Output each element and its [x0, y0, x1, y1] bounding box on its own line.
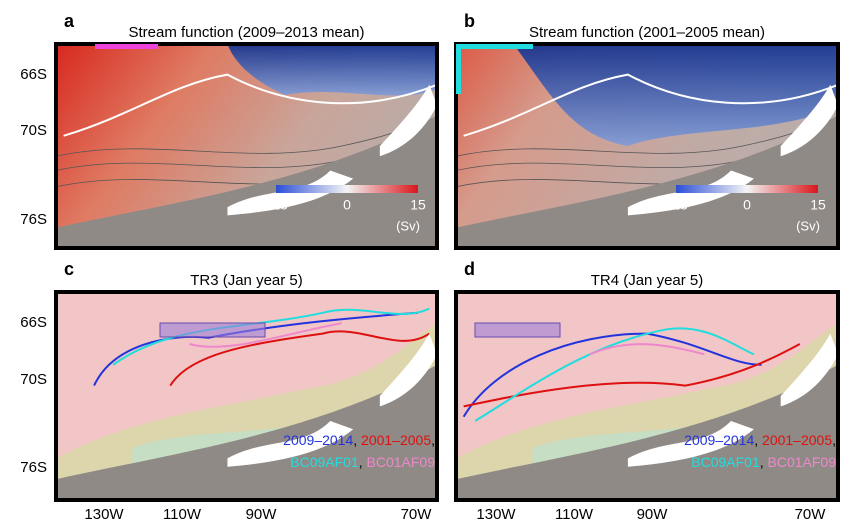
tracer-front: [589, 343, 705, 356]
colorbar-tick-label: −15: [264, 197, 288, 213]
region-box: [159, 322, 266, 338]
tracer-front: [112, 307, 430, 366]
panel-title: Stream function (2009–2013 mean): [129, 24, 365, 41]
continent: [456, 115, 838, 248]
legend-separator: ,: [353, 432, 357, 448]
tracer-front: [462, 332, 762, 418]
continent: [456, 364, 838, 500]
ice-shelf: [780, 84, 838, 157]
ice-shelf: [227, 420, 354, 467]
legend-entry: 2009–2014: [283, 432, 353, 448]
zero-contour: [463, 73, 838, 137]
legend-entry: 2001–2005: [361, 432, 431, 448]
colorbar-tick-label: 15: [410, 197, 426, 213]
panel-letter: c: [64, 259, 74, 279]
tracer-front: [189, 322, 342, 348]
lon-label: 110W: [163, 506, 202, 523]
negative-region: [513, 44, 838, 146]
lon-label: 130W: [476, 506, 516, 523]
colorbar-unit: (Sv): [796, 218, 820, 233]
colorbar-tick-label: −15: [664, 197, 688, 213]
map: [56, 44, 437, 248]
panel-letter: a: [64, 11, 75, 31]
legend-separator: ,: [754, 432, 758, 448]
region-marker: [95, 44, 158, 49]
continent: [56, 364, 437, 500]
lat-label: 76S: [20, 211, 47, 228]
legend-entry: BC01AF09: [768, 454, 837, 470]
colorbar: [676, 185, 818, 193]
lat-label: 66S: [20, 66, 47, 83]
colorbar-unit: (Sv): [396, 218, 420, 233]
ice-shelf: [379, 84, 437, 157]
tracer-front: [169, 330, 430, 387]
map: [456, 44, 838, 248]
panel-frame: [54, 290, 439, 502]
lon-label: 130W: [84, 506, 124, 523]
panel-frame: [454, 290, 840, 502]
region-box: [474, 322, 561, 338]
continent: [56, 115, 437, 248]
colorbar-tick-label: 0: [343, 197, 351, 213]
legend-separator: ,: [832, 432, 836, 448]
legend: BC09AF01, BC01AF09: [691, 454, 836, 470]
legend-entry: 2009–2014: [684, 432, 754, 448]
lon-label: 70W: [401, 506, 433, 523]
lat-label: 70S: [20, 122, 47, 139]
negative-region: [227, 44, 437, 96]
ice-shelf: [379, 333, 437, 407]
zero-contour: [63, 73, 437, 137]
lon-label: 70W: [795, 506, 827, 523]
lat-label: 76S: [20, 459, 47, 476]
colorbar-tick-label: 0: [743, 197, 751, 213]
legend: 2009–2014, 2001–2005,: [684, 432, 836, 448]
lat-label: 70S: [20, 371, 47, 388]
tracer-front: [474, 327, 755, 422]
legend-entry: BC09AF01: [691, 454, 760, 470]
lon-label: 110W: [555, 506, 594, 523]
panel-title: Stream function (2001–2005 mean): [529, 24, 765, 41]
region-marker: [456, 44, 461, 94]
panel-title: TR3 (Jan year 5): [190, 272, 303, 289]
legend-separator: ,: [431, 432, 435, 448]
ice-shelf: [627, 420, 754, 467]
region-marker: [456, 44, 533, 49]
legend-entry: 2001–2005: [762, 432, 832, 448]
legend: 2009–2014, 2001–2005,: [283, 432, 435, 448]
colorbar-tick-label: 15: [810, 197, 826, 213]
lat-label: 66S: [20, 314, 47, 331]
panel-letter: d: [464, 259, 475, 279]
legend: BC09AF01, BC01AF09: [290, 454, 435, 470]
panel-title: TR4 (Jan year 5): [591, 272, 704, 289]
lon-label: 90W: [637, 506, 669, 523]
panel-frame: [54, 42, 439, 250]
legend-entry: BC09AF01: [290, 454, 359, 470]
panel-letter: b: [464, 11, 475, 31]
legend-separator: ,: [760, 454, 764, 470]
lon-label: 90W: [246, 506, 278, 523]
ice-shelf: [780, 333, 838, 407]
colorbar: [276, 185, 418, 193]
legend-separator: ,: [359, 454, 363, 470]
panel-frame: [454, 42, 840, 250]
legend-entry: BC01AF09: [367, 454, 436, 470]
